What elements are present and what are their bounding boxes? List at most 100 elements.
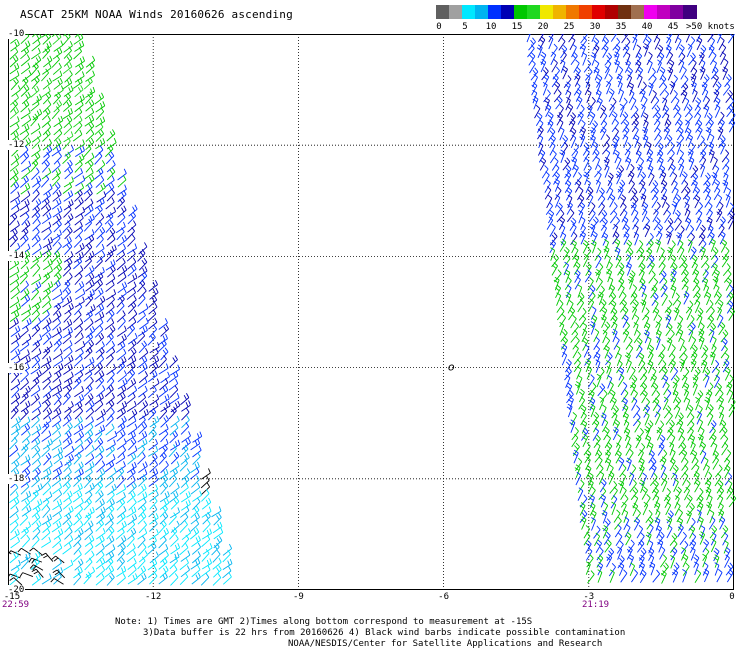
wind-barb [668, 59, 675, 73]
wind-barb-tick [129, 371, 134, 376]
wind-barb-tick [165, 565, 169, 571]
wind-barb [9, 159, 20, 172]
wind-barb-staff [72, 554, 82, 563]
wind-barb-tick [57, 422, 61, 428]
wind-barb [31, 189, 40, 203]
legend-swatch [553, 5, 567, 19]
wind-barb [117, 333, 127, 346]
wind-barb-staff [41, 163, 50, 173]
wind-barb-staff [31, 313, 40, 323]
wind-barb-tick [184, 444, 189, 450]
wind-barb-tick [173, 527, 178, 532]
wind-barb-staff [105, 523, 114, 532]
wind-barb [83, 310, 93, 323]
wind-barb-tick [141, 432, 145, 438]
wind-barb-tick [650, 172, 655, 177]
wind-barb-staff [51, 164, 61, 173]
wind-barb-staff [20, 231, 29, 240]
map-plot-area[interactable]: o [8, 34, 738, 590]
wind-barb [149, 528, 159, 541]
wind-barb-tick [140, 506, 145, 512]
wind-barb [528, 37, 536, 51]
wind-barb-tick [694, 165, 699, 170]
wind-barb-tick [153, 536, 157, 541]
wind-barb-tick [78, 107, 83, 113]
wind-barb-tick [98, 334, 102, 340]
wind-barb-staff [85, 411, 94, 420]
wind-barb-tick [588, 67, 593, 73]
wind-barb-staff [116, 479, 125, 489]
wind-barb-tick [153, 542, 157, 548]
wind-barb-tick [34, 515, 38, 520]
wind-barb-tick [100, 107, 105, 112]
wind-barb-tick [111, 475, 115, 481]
wind-barb-staff [51, 202, 62, 210]
wind-barb-tick [664, 90, 669, 95]
wind-barb-tick [91, 229, 95, 235]
wind-barb-staff [21, 314, 31, 322]
wind-barb-tick [44, 109, 49, 115]
wind-barb-tick [46, 515, 50, 521]
wind-barb-staff [52, 210, 63, 218]
wind-barb [148, 295, 158, 308]
wind-barb-staff [31, 517, 41, 526]
wind-barb-map[interactable]: o [8, 34, 738, 590]
wind-barb [73, 310, 82, 323]
wind-barb [117, 265, 128, 277]
wind-barb-tick [208, 506, 212, 512]
wind-barb-staff [687, 40, 696, 50]
wind-barb-tick [197, 438, 201, 444]
wind-barb [19, 391, 29, 405]
wind-barb-tick [162, 506, 166, 512]
wind-barb-tick [111, 246, 115, 252]
wind-barb-staff [21, 119, 31, 127]
wind-barb-tick [173, 499, 178, 504]
wind-barb-tick [79, 504, 83, 510]
wind-barb-tick [26, 288, 30, 294]
wind-barb-tick [12, 230, 16, 235]
wind-barb [64, 422, 73, 435]
wind-barb-staff [63, 104, 72, 112]
wind-barb-staff [201, 562, 212, 570]
wind-barb-staff [106, 211, 116, 218]
wind-barb-tick [606, 54, 611, 60]
wind-barb [51, 198, 62, 210]
wind-barb [64, 445, 75, 458]
wind-barb-tick [36, 430, 41, 436]
wind-barb-tick [594, 37, 600, 42]
wind-barb-tick [175, 451, 180, 457]
wind-barb [560, 45, 568, 59]
wind-barb-staff [169, 531, 178, 540]
wind-barb-staff [43, 411, 53, 420]
wind-barb-tick [13, 170, 17, 176]
wind-barb [179, 558, 189, 571]
wind-barb-staff [52, 36, 62, 45]
wind-barb-staff [212, 526, 223, 534]
wind-barb-tick [152, 407, 157, 413]
wind-barb-staff [612, 41, 621, 51]
wind-barb [52, 370, 62, 383]
wind-barb-tick [64, 282, 69, 287]
wind-barb-tick [78, 513, 82, 518]
wind-barb-staff [21, 390, 31, 398]
wind-barb-staff [637, 77, 643, 88]
wind-barb-tick [132, 574, 136, 580]
wind-barb-tick [97, 207, 101, 212]
wind-barb-staff [116, 298, 125, 308]
wind-barb-tick [49, 460, 53, 466]
wind-barb [105, 557, 114, 571]
wind-barb-tick [60, 85, 64, 91]
wind-barb [128, 408, 138, 421]
wind-barb [116, 475, 125, 489]
wind-barb-tick [154, 317, 158, 323]
wind-barb-tick [88, 557, 93, 563]
wind-barb [116, 196, 125, 210]
wind-barb-tick [555, 81, 561, 86]
wind-barb-tick [130, 492, 134, 498]
wind-barb [642, 112, 649, 126]
wind-barb-staff [190, 562, 201, 570]
wind-barb-tick [37, 551, 41, 557]
wind-barb-staff [32, 215, 41, 225]
wind-barb-tick [56, 221, 60, 227]
wind-barb-tick [88, 236, 92, 242]
